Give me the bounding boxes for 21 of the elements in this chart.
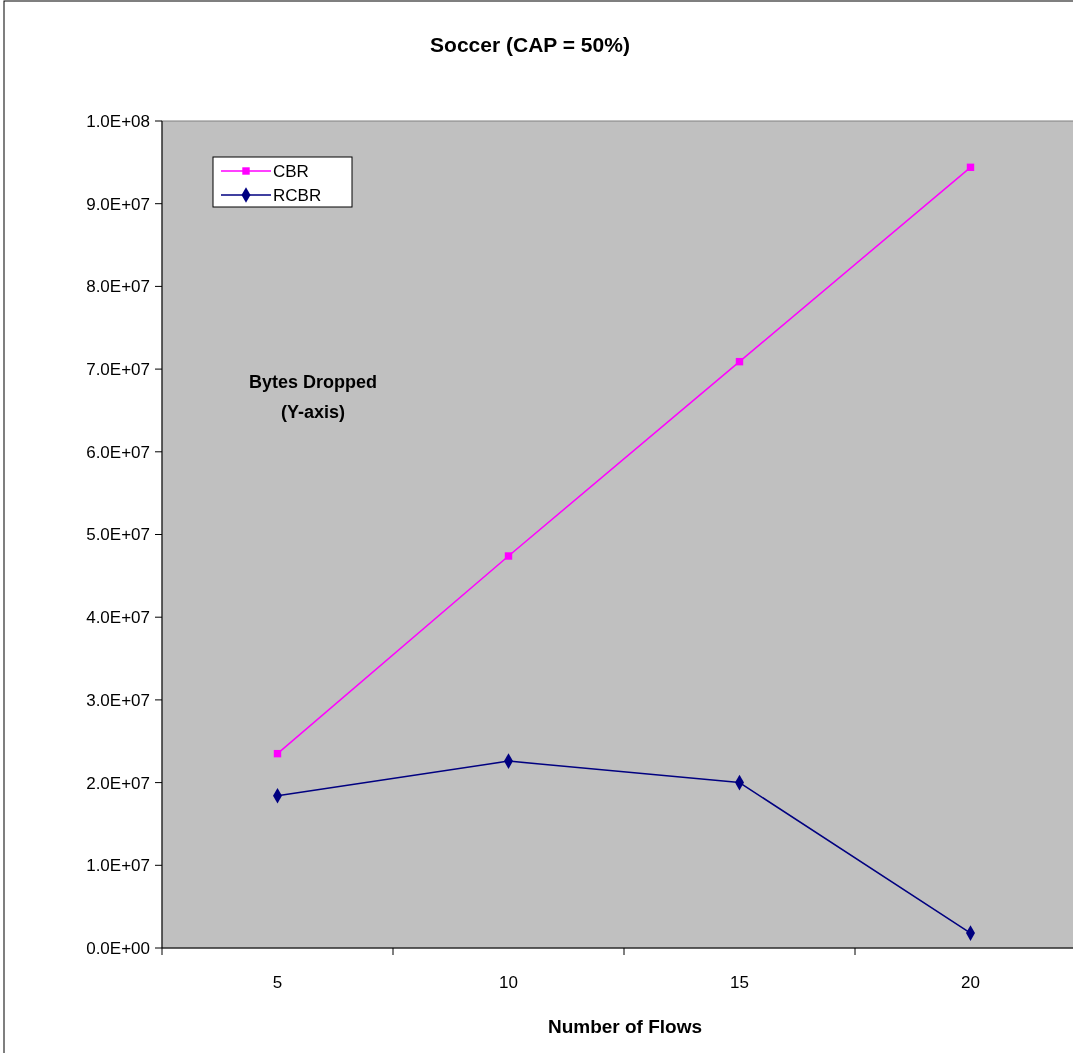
x-tick-label: 20	[961, 973, 980, 992]
y-tick-label: 4.0E+07	[86, 608, 150, 628]
y-tick-label: 1.0E+07	[86, 856, 150, 876]
y-tick-label: 8.0E+07	[86, 277, 150, 297]
x-tick-label: 10	[499, 973, 518, 992]
y-tick-label: 7.0E+07	[86, 360, 150, 380]
y-tick-label: 6.0E+07	[86, 442, 150, 462]
y-tick-label: 3.0E+07	[86, 690, 150, 710]
x-axis-title: Number of Flows	[547, 1016, 703, 1037]
y-tick-label: 0.0E+00	[86, 938, 150, 958]
y-tick-label: 2.0E+07	[86, 773, 150, 793]
x-tick-label: 5	[272, 973, 283, 992]
legend-label: RCBR	[273, 185, 322, 205]
x-tick-label: 15	[730, 973, 749, 992]
y-tick-label: 5.0E+07	[86, 525, 150, 545]
y-axis-title: Bytes Dropped (Y-axis)	[248, 372, 378, 422]
chart-title: Soccer (CAP = 50%)	[430, 33, 630, 56]
y-tick-label: 1.0E+08	[86, 111, 150, 131]
legend-label: CBR	[273, 161, 309, 181]
point	[504, 552, 513, 560]
y-tick-label: 9.0E+07	[86, 194, 150, 214]
